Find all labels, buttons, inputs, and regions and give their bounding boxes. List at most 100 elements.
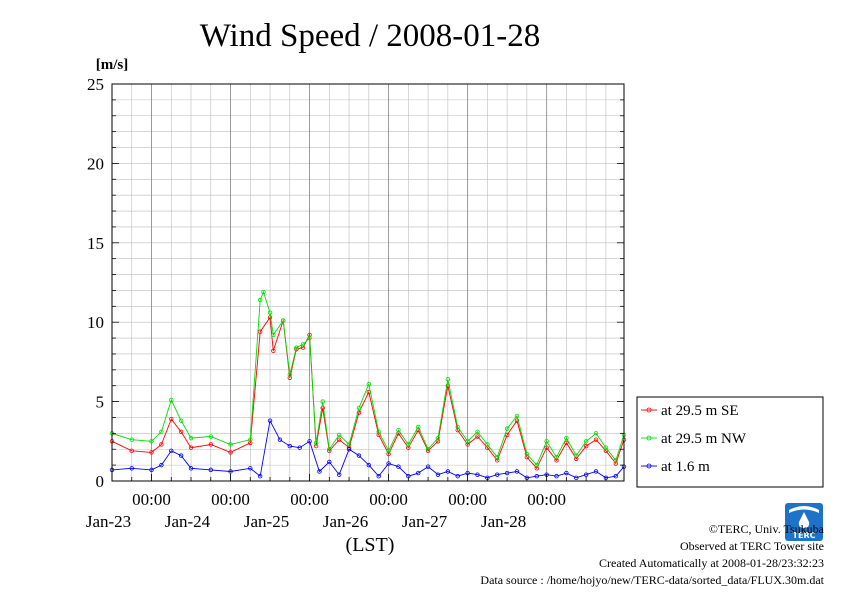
x-tick-time-label: 00:00: [448, 490, 487, 509]
data-point: [593, 431, 599, 436]
data-point: [307, 332, 312, 338]
data-point: [248, 437, 253, 442]
legend-label: at 1.6 m: [661, 459, 710, 475]
data-point: [564, 435, 569, 441]
data-point: [504, 470, 510, 476]
y-tick-label: 15: [87, 234, 104, 253]
x-tick-time-label: 00:00: [369, 490, 408, 509]
data-point: [356, 405, 362, 411]
y-tick-label: 0: [96, 472, 105, 491]
y-axis-label: [m/s]: [96, 57, 129, 73]
terc-logo-text: TERC: [793, 531, 816, 540]
data-point: [307, 335, 312, 341]
series-2: [109, 289, 627, 468]
data-point: [416, 470, 421, 476]
legend-swatch-marker: [646, 407, 652, 413]
data-point: [169, 397, 174, 403]
data-point: [366, 381, 372, 387]
legend-swatch-marker: [646, 435, 652, 441]
data-point: [475, 472, 480, 477]
x-tick-date-label: Jan-26: [323, 512, 368, 531]
data-point: [554, 454, 559, 460]
copyright-text: ©TERC, Univ. Tsukuba: [708, 522, 824, 536]
data-point: [129, 437, 134, 442]
data-point: [178, 453, 184, 458]
data-point: [583, 439, 589, 444]
terc-logo-drop-icon: [798, 512, 810, 528]
data-point: [554, 458, 559, 463]
data-point: [327, 459, 332, 465]
legend-box: [636, 396, 824, 488]
data-point: [287, 372, 293, 377]
data-point: [534, 474, 539, 479]
data-point: [228, 442, 233, 447]
data-point: [396, 464, 401, 469]
data-point: [495, 472, 500, 477]
data-point: [261, 289, 266, 295]
data-point: [320, 399, 325, 404]
data-point: [300, 345, 306, 350]
data-point: [208, 467, 213, 473]
data-point: [257, 297, 263, 303]
data-point: [188, 445, 194, 450]
data-point: [297, 445, 302, 450]
data-point: [524, 451, 530, 457]
data-point: [475, 434, 480, 439]
data-point: [613, 474, 618, 479]
data-point: [435, 435, 441, 441]
data-point: [208, 434, 213, 439]
x-tick-time-label: 00:00: [290, 490, 329, 509]
data-point: [159, 429, 164, 434]
data-point: [149, 439, 154, 444]
data-point: [271, 332, 276, 338]
data-point: [524, 454, 530, 460]
data-point: [465, 439, 470, 444]
data-point: [425, 464, 431, 469]
x-tick-time-label: 00:00: [527, 490, 566, 509]
series-1: [109, 315, 627, 471]
data-point: [406, 442, 411, 447]
data-point: [386, 461, 391, 466]
x-tick-time-label: 00:00: [211, 490, 250, 509]
data-point: [320, 405, 325, 411]
data-point: [336, 472, 342, 477]
data-point: [574, 475, 579, 481]
observed-text: Observed at TERC Tower site: [679, 539, 824, 553]
data-point: [346, 442, 352, 447]
data-point: [208, 442, 213, 447]
data-point: [336, 432, 342, 438]
data-point: [593, 437, 599, 442]
data-point: [228, 469, 233, 474]
data-point: [406, 445, 411, 450]
data-point: [257, 474, 263, 479]
terc-logo: TERC: [785, 503, 823, 541]
series-line: [111, 290, 625, 466]
data-point: [149, 467, 154, 473]
data-point: [313, 440, 319, 446]
data-point: [327, 447, 332, 452]
grid: [111, 83, 624, 482]
data-point: [386, 451, 391, 457]
data-point: [188, 435, 194, 441]
chart-title: Wind Speed / 2008-01-28: [200, 18, 541, 54]
data-point: [129, 466, 134, 471]
data-point: [445, 469, 451, 474]
data-point: [267, 310, 273, 315]
data-point: [416, 424, 421, 430]
data-point: [603, 445, 609, 450]
legend-label: at 29.5 m SE: [661, 403, 739, 419]
data-point: [475, 429, 480, 434]
data-point: [534, 466, 539, 471]
data-point: [504, 426, 510, 431]
data-point: [455, 474, 460, 479]
series-3: [109, 418, 627, 481]
data-point: [435, 472, 441, 477]
x-tick-date-label: Jan-27: [402, 512, 448, 531]
data-point: [267, 418, 273, 423]
data-point: [248, 440, 253, 446]
data-point: [485, 442, 490, 447]
data-point: [300, 342, 306, 347]
series-line: [111, 316, 625, 470]
data-point: [356, 410, 362, 415]
